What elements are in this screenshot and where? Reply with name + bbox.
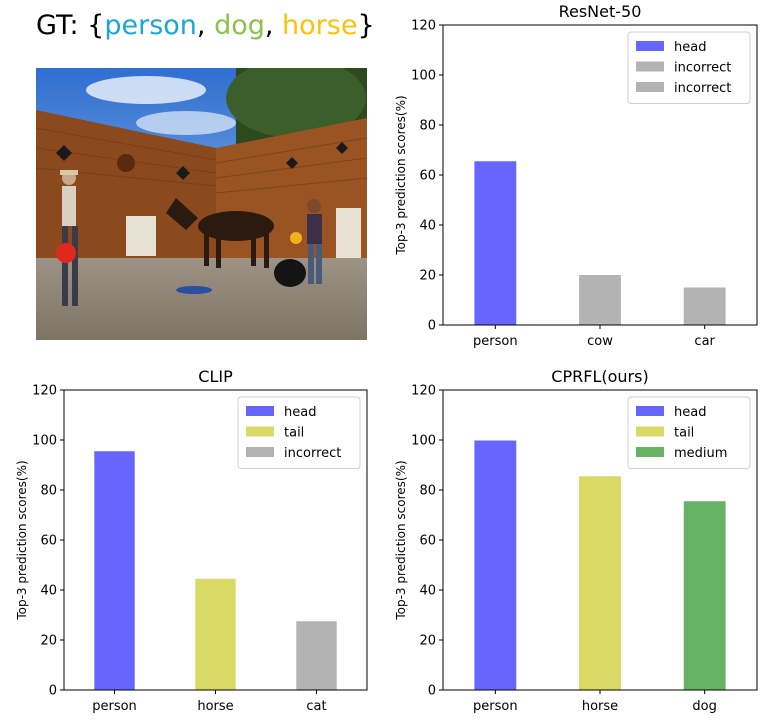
y-tick-label: 40 [40,584,57,599]
caption-separator: , [264,10,283,41]
x-tick-label: cow [587,334,613,349]
y-tick-label: 80 [419,119,436,134]
legend-label: tail [674,426,694,441]
caption-item-dog: dog [214,10,265,41]
legend-label: head [674,405,706,420]
bar-cow [579,275,621,325]
bar-car [683,287,726,325]
chart-title: CLIP [198,367,233,386]
legend-swatch [636,61,664,72]
y-axis-label: Top-3 prediction scores(%) [394,95,408,255]
legend: head tail incorrect [237,396,361,469]
x-tick-label: horse [582,699,618,714]
y-axis-label: Top-3 prediction scores(%) [394,460,408,620]
bar-person [474,161,517,325]
x-tick-label: horse [197,699,233,714]
chart-resnet50: 0 20 40 60 80 100 120 person cow car ResNet-50 Top-… [394,2,758,349]
y-tick-label: 120 [411,19,436,34]
bar-cat [296,621,337,690]
chart-title: CPRFL(ours) [551,367,648,386]
legend-label: incorrect [674,61,731,76]
photo-of-horse-people-dog [36,68,367,340]
y-tick-label: 20 [419,269,436,284]
bar-dog [683,501,726,690]
x-tick-label: person [473,334,518,349]
legend-label: tail [284,426,304,441]
y-tick-label: 0 [428,684,436,699]
caption-separator: , [196,10,215,41]
y-tick-label: 100 [411,434,436,449]
legend-label: head [284,405,316,420]
x-tick-label: person [92,699,137,714]
y-tick-label: 80 [419,484,436,499]
chart-cprfl: 0 20 40 60 80 100 120 person horse dog CPRFL(ours)… [394,367,758,714]
legend-swatch [246,406,274,416]
y-tick-label: 60 [40,534,57,549]
bar-horse [579,476,621,690]
x-tick-label: cat [306,699,326,714]
legend-swatch [246,447,274,457]
y-tick-label: 20 [419,634,436,649]
chart-title: ResNet-50 [559,2,642,21]
legend-swatch [636,426,664,437]
bar-horse [195,578,236,690]
caption-prefix: GT: { [36,10,105,41]
y-tick-label: 100 [32,434,57,449]
x-tick-label: dog [692,699,716,714]
y-tick-label: 40 [419,584,436,599]
y-tick-label: 120 [411,384,436,399]
legend-label: head [674,40,706,55]
legend-label: incorrect [284,446,341,461]
y-tick-label: 40 [419,219,436,234]
y-tick-label: 120 [32,384,57,399]
legend-label: incorrect [674,81,731,96]
bar-person [94,451,135,690]
legend-swatch [246,426,274,437]
y-tick-label: 60 [419,534,436,549]
legend-label: medium [674,446,727,461]
ground-truth-caption: GT: {person, dog, horse} [36,10,375,41]
bar-person [474,440,517,690]
caption-item-person: person [104,10,197,41]
legend-swatch [636,447,664,457]
legend-swatch [636,82,664,92]
x-tick-label: person [473,699,518,714]
x-tick-label: car [694,334,715,349]
legend-swatch [636,41,664,51]
y-tick-label: 100 [411,69,436,84]
y-tick-label: 60 [419,169,436,184]
caption-item-horse: horse [282,10,358,41]
y-tick-label: 20 [40,634,57,649]
y-axis-label: Top-3 prediction scores(%) [15,460,29,620]
y-tick-label: 0 [428,319,436,334]
chart-clip: 0 20 40 60 80 100 120 person horse cat CLIP Top-3 p… [15,367,368,714]
legend: head tail medium [627,396,751,469]
y-tick-label: 0 [49,684,57,699]
caption-suffix: } [357,10,375,41]
legend-swatch [636,406,664,416]
legend: head incorrect incorrect [627,31,751,104]
y-tick-label: 80 [40,484,57,499]
